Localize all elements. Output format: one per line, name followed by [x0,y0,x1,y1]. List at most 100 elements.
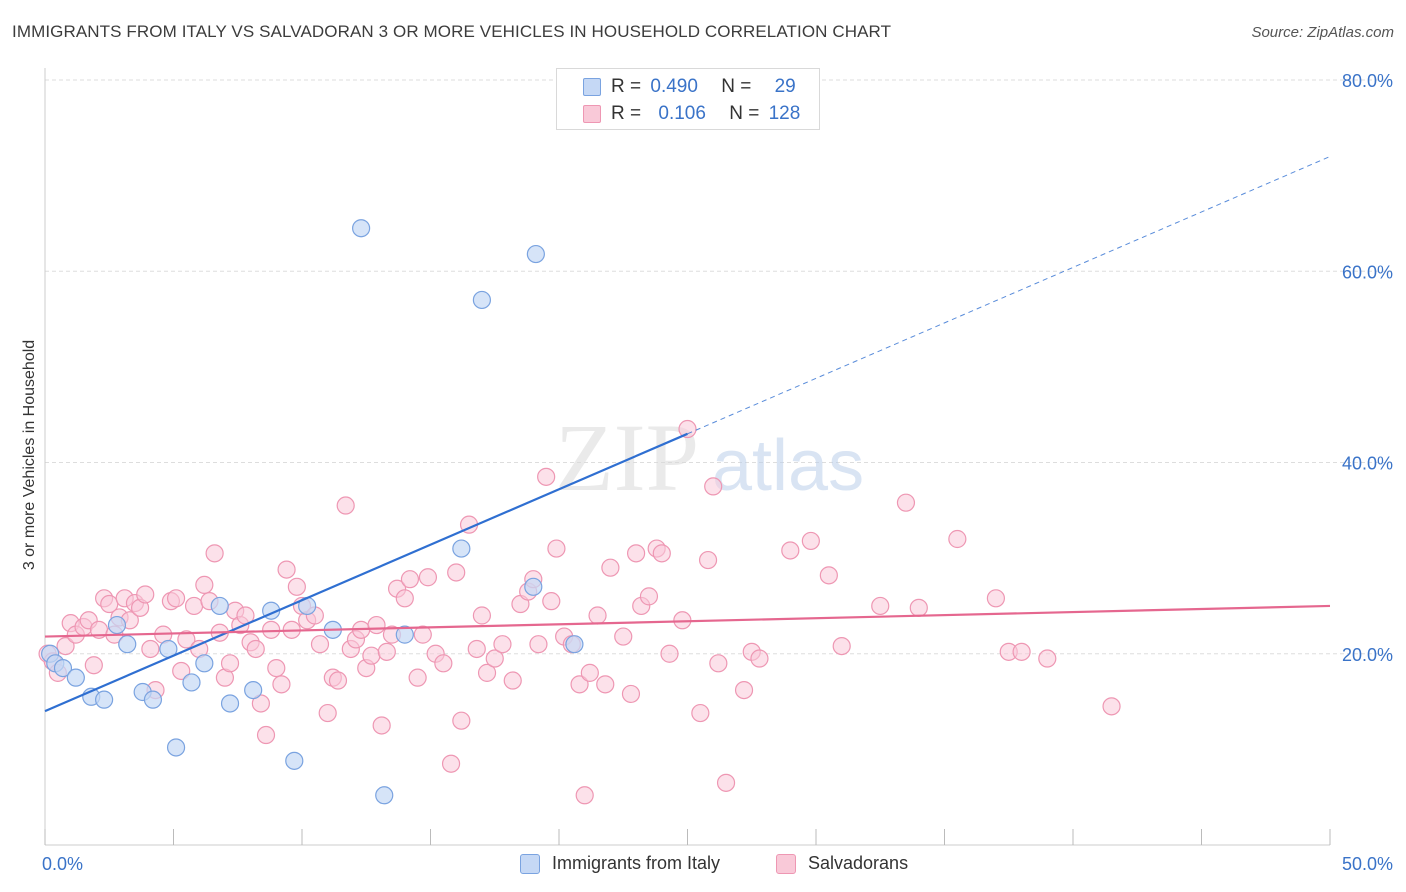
salvadorans-point [660,644,679,663]
italy-point [182,673,201,692]
salvadorans-point [195,575,214,595]
italy-trend-line [44,432,688,713]
salvadorans-point [251,694,270,713]
salvadorans-point [277,560,296,579]
salvadorans-point [588,606,607,625]
salvadorans-point [136,585,155,604]
italy-point [118,635,137,654]
salvadorans-point [418,568,438,587]
salvadorans-trend-line [44,604,1331,638]
italy-point [285,751,304,770]
salvadorans-point [580,663,599,682]
salvadorans-point [896,493,916,512]
salvadorans-point [614,627,633,646]
salvadorans-point [318,703,337,723]
italy-point [472,290,491,310]
salvadorans-point [819,566,838,585]
y-tick-label: 20.0% [1342,645,1393,665]
trend-lines [44,156,1331,713]
italy-point [375,786,394,805]
salvadorans-point [367,615,386,635]
salvadorans-point [177,630,196,649]
x-tick-label-min: 0.0% [42,854,83,874]
salvadorans-point [336,496,355,515]
salvadorans-point [166,589,186,608]
chart-title: IMMIGRANTS FROM ITALY VS SALVADORAN 3 OR… [12,22,892,41]
salvadorans-point [256,725,276,745]
watermark: ZIP atlas [555,404,864,511]
salvadorans-point [542,592,561,611]
salvadorans-point [205,544,224,563]
italy-point [107,615,127,635]
italy-point [244,680,263,700]
salvadorans-point [1012,642,1031,661]
salvadorans-point [272,675,291,694]
salvadorans-point [84,656,103,675]
italy-point [565,635,584,654]
salv-r-label: R = [611,103,642,124]
italy-point [352,219,371,238]
salvadorans-point [781,541,800,560]
italy-point [53,658,73,678]
salvadorans-point [698,550,718,570]
tick-labels: 20.0% 40.0% 60.0% 80.0% 0.0% 50.0% [42,71,1393,874]
italy-r-value: 0.490 [650,76,698,97]
legend-salvadorans-label: Salvadorans [808,853,909,873]
salvadorans-point [575,786,594,805]
salv-r-value: 0.106 [658,103,706,124]
italy-point [143,690,163,709]
legend-italy-swatch [520,854,540,874]
salvadorans-point [529,635,548,654]
salvadorans-point [377,642,396,661]
y-tick-label: 80.0% [1342,71,1393,91]
italy-r-label: R = [611,76,642,97]
salvadorans-point [400,570,420,589]
italy-point [452,539,471,558]
salvadorans-point [596,675,615,694]
italy-n-value: 29 [774,76,796,97]
salvadorans-point [485,649,504,668]
axis-layer [44,68,1331,846]
salvadorans-point [262,620,281,639]
salvadorans-point [477,663,497,682]
salvadorans-point [503,671,522,690]
salvadorans-point [626,544,646,563]
salvadorans-point [56,636,75,656]
salvadorans-point [691,703,710,723]
salvadorans-point [172,661,191,681]
salvadorans-point [601,558,620,577]
stats-box: R = 0.490 N = 29 R = 0.106 N = 128 [556,68,820,130]
salvadorans-point [909,598,928,617]
salvadorans-point [447,563,466,582]
legend-salvadorans-swatch [776,854,796,874]
salvadorans-point [537,467,556,486]
salvadorans-point [220,654,240,673]
salvadorans-point [832,636,851,656]
italy-points [41,219,584,805]
legend-italy-label: Immigrants from Italy [552,853,721,873]
salvadorans-point [986,589,1006,608]
salvadorans-point [141,639,160,659]
salvadorans-point [434,654,453,673]
salv-n-value: 128 [768,103,801,124]
italy-point [95,690,114,709]
italy-point [210,596,229,616]
salvadorans-point [621,684,641,704]
italy-point [195,654,214,673]
salvadorans-point [395,589,414,608]
salvadorans-point [871,596,890,616]
salvadorans-point [310,635,330,654]
italy-n-label: N = [721,76,752,97]
italy-point [220,694,240,713]
salvadorans-point [493,635,512,654]
salvadorans-swatch [583,105,601,123]
salvadorans-point [716,773,736,792]
watermark-atlas: atlas [712,426,864,506]
salvadorans-point [452,711,471,730]
watermark-zip: ZIP [555,404,699,511]
salvadorans-point [1038,649,1057,668]
italy-point [66,668,85,687]
y-tick-label: 40.0% [1342,454,1393,474]
salvadorans-point [570,675,589,694]
